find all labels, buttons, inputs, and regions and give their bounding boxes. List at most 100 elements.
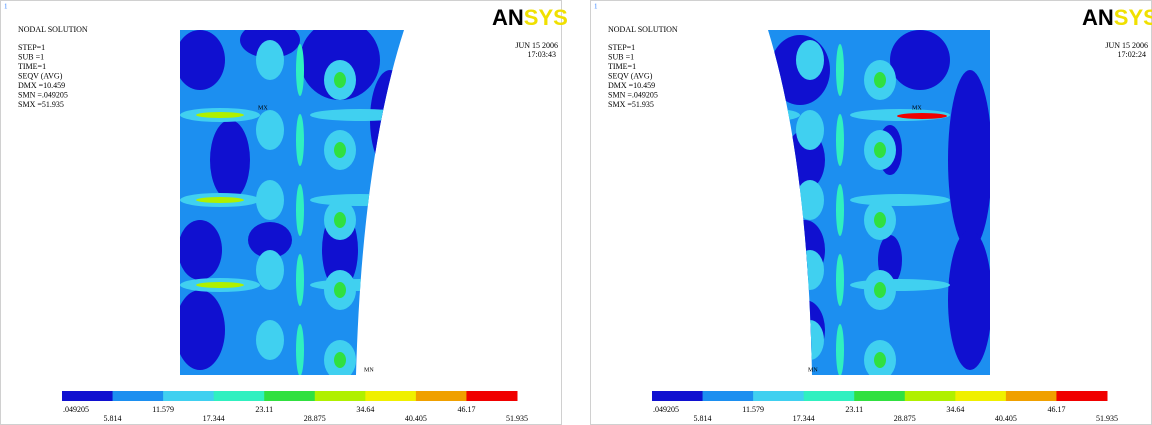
legend-swatch: [264, 391, 315, 401]
legend-label: 11.579: [152, 405, 174, 414]
contour-spine: [296, 324, 304, 376]
info-line: DMX =10.459: [18, 81, 65, 90]
contour-spine: [296, 254, 304, 306]
contour-cell: [874, 142, 886, 158]
plot-title: NODAL SOLUTION: [18, 25, 88, 34]
legend-label: 5.814: [694, 414, 712, 423]
legend-swatch: [1056, 391, 1107, 401]
contour-spine: [836, 44, 844, 96]
contour-peak: [897, 113, 947, 119]
legend-label: 5.814: [104, 414, 122, 423]
legend-swatch: [955, 391, 1006, 401]
contour-cell: [334, 282, 346, 298]
min-marker: MN: [364, 367, 374, 373]
contour-spine: [836, 324, 844, 376]
info-line: SMX =51.935: [608, 100, 654, 109]
legend-swatch: [1006, 391, 1057, 401]
contour-cell: [334, 212, 346, 228]
contour-band: [196, 197, 244, 203]
contour-cell: [796, 110, 824, 150]
legend-label: .049205: [63, 405, 89, 414]
contour-cell: [256, 180, 284, 220]
legend-label: 28.875: [304, 414, 326, 423]
contour-cell: [874, 72, 886, 88]
date: JUN 15 2006: [515, 41, 558, 50]
contour-spine: [836, 184, 844, 236]
contour-band: [196, 112, 244, 118]
max-marker: MX: [912, 105, 922, 111]
logo-light: SYS: [1114, 5, 1152, 30]
contour-spine: [296, 114, 304, 166]
contour-low: [948, 230, 992, 370]
legend-swatch: [703, 391, 754, 401]
info-line: DMX =10.459: [608, 81, 655, 90]
contour-cell: [334, 142, 346, 158]
ansys-logo: ANSYS: [492, 5, 568, 30]
contour-low: [178, 220, 222, 280]
legend-label: 23.11: [255, 405, 273, 414]
contour-cell: [874, 212, 886, 228]
legend-label: 46.17: [457, 405, 475, 414]
info-line: SMN =.049205: [608, 90, 658, 99]
legend-swatch: [163, 391, 214, 401]
contour-low: [175, 290, 225, 370]
legend-label: .049205: [653, 405, 679, 414]
contour-spine: [836, 254, 844, 306]
legend-swatch: [854, 391, 905, 401]
info-line: SMX =51.935: [18, 100, 64, 109]
legend-label: 11.579: [742, 405, 764, 414]
contour-cell: [256, 40, 284, 80]
info-line: SUB =1: [608, 52, 634, 61]
contour-cell: [256, 110, 284, 150]
page: 1NODAL SOLUTIONSTEP=1SUB =1TIME=1SEQV (A…: [0, 0, 1152, 425]
info-line: STEP=1: [18, 43, 45, 52]
legend-label: 46.17: [1047, 405, 1065, 414]
contour-spine: [296, 44, 304, 96]
contour-band: [196, 282, 244, 288]
info-line: SMN =.049205: [18, 90, 68, 99]
legend-label: 34.64: [356, 405, 374, 414]
info-line: TIME=1: [608, 62, 636, 71]
contour-cell: [256, 320, 284, 360]
legend-swatch: [905, 391, 956, 401]
legend-swatch: [365, 391, 416, 401]
contour-cell: [334, 352, 346, 368]
logo-dark: AN: [492, 5, 524, 30]
legend-swatch: [214, 391, 265, 401]
legend-swatch: [113, 391, 164, 401]
legend-label: 34.64: [946, 405, 964, 414]
time: 17:02:24: [1118, 50, 1146, 59]
legend-label: 51.935: [1096, 414, 1118, 423]
window-number: 1: [4, 3, 8, 11]
legend-swatch: [804, 391, 855, 401]
info-line: SEQV (AVG): [18, 71, 63, 80]
contour-low: [210, 120, 250, 200]
logo-dark: AN: [1082, 5, 1114, 30]
date: JUN 15 2006: [1105, 41, 1148, 50]
plot-title: NODAL SOLUTION: [608, 25, 678, 34]
contour-spine: [836, 114, 844, 166]
contour-cell: [796, 40, 824, 80]
logo-light: SYS: [524, 5, 568, 30]
legend-swatch: [652, 391, 703, 401]
contour-low: [948, 70, 992, 250]
legend-swatch: [753, 391, 804, 401]
legend-swatch: [416, 391, 467, 401]
contour-spine: [296, 184, 304, 236]
max-marker: MX: [258, 105, 268, 111]
screenshot: 1NODAL SOLUTIONSTEP=1SUB =1TIME=1SEQV (A…: [0, 0, 1152, 425]
legend-label: 23.11: [845, 405, 863, 414]
legend-swatch: [62, 391, 113, 401]
legend-label: 40.405: [405, 414, 427, 423]
legend-swatch: [315, 391, 366, 401]
legend-label: 51.935: [506, 414, 528, 423]
contour-low: [890, 30, 950, 90]
info-line: SEQV (AVG): [608, 71, 653, 80]
window-number: 1: [594, 3, 598, 11]
info-line: TIME=1: [18, 62, 46, 71]
legend-label: 17.344: [793, 414, 815, 423]
min-marker: MN: [808, 367, 818, 373]
contour-cell: [334, 72, 346, 88]
